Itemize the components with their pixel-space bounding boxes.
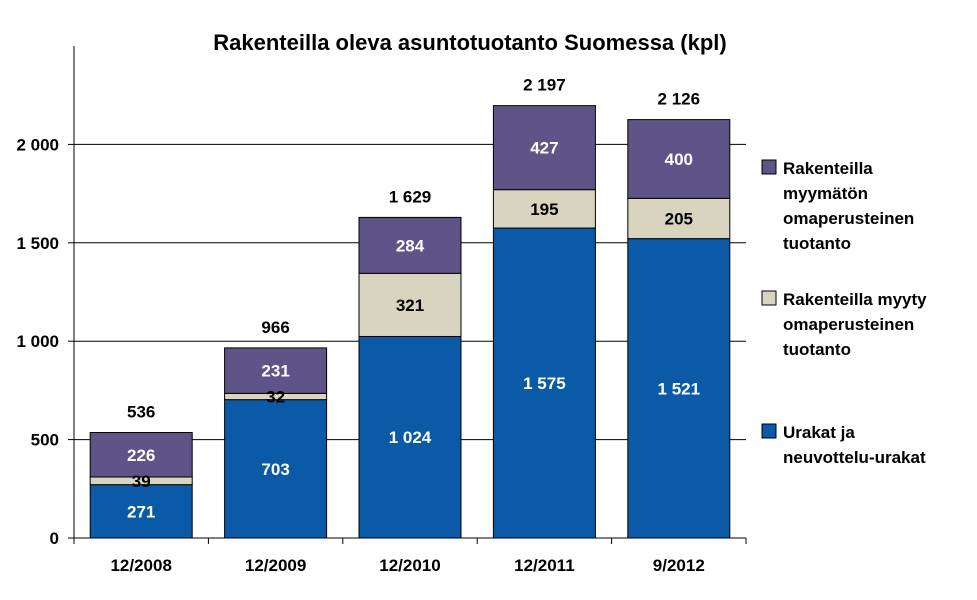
data-label: 271: [127, 502, 155, 521]
data-label: 32: [266, 388, 285, 407]
bar-segment: [224, 399, 328, 539]
bar-segment: [89, 432, 193, 478]
legend-swatch: [761, 290, 777, 306]
y-tick-label: 1 000: [16, 332, 59, 351]
total-label: 536: [127, 403, 155, 422]
bar-segment: [358, 335, 462, 539]
y-tick-label: 2 000: [16, 135, 59, 154]
x-tick-label: 12/2011: [514, 556, 575, 575]
data-label: 195: [530, 200, 558, 219]
legend-swatch: [761, 159, 777, 175]
bar-segment: [492, 105, 596, 191]
data-label: 226: [127, 446, 155, 465]
y-tick-label: 0: [50, 529, 59, 548]
y-tick-label: 1 500: [16, 234, 59, 253]
data-label: 427: [530, 139, 558, 158]
total-label: 966: [261, 318, 289, 337]
bar-segment: [358, 272, 462, 337]
total-label: 1 629: [389, 187, 432, 206]
legend-swatch: [761, 423, 777, 439]
bars: [89, 105, 731, 539]
bar-segment: [224, 347, 328, 394]
bar-segment: [89, 484, 193, 539]
data-label: 231: [261, 362, 289, 381]
legend: Rakenteilla myymätön omaperusteinen tuotant…: [761, 159, 927, 467]
legend-label: myymätön: [783, 184, 868, 203]
bar-segment: [492, 227, 596, 539]
data-label: 703: [261, 460, 289, 479]
data-label: 1 521: [658, 379, 701, 398]
legend-label: tuotanto: [783, 340, 851, 359]
data-label: 321: [396, 296, 424, 315]
bar-segment: [627, 119, 731, 199]
legend-label: omaperusteinen: [783, 209, 914, 228]
x-tick-label: 12/2008: [110, 556, 171, 575]
y-tick-label: 500: [31, 431, 59, 450]
x-tick-label: 9/2012: [653, 556, 705, 575]
total-label: 2 126: [658, 90, 701, 109]
legend-label: Rakenteilla: [783, 159, 873, 178]
data-labels: 271 39 226 536 703 32 231 966 1 024 321 284 1 629 1 …: [127, 76, 700, 522]
data-label: 284: [396, 236, 425, 255]
legend-label: Urakat ja: [783, 423, 855, 442]
legend-label: neuvottelu-urakat: [783, 448, 926, 467]
bar-segment: [627, 197, 731, 240]
data-label: 400: [665, 150, 693, 169]
data-label: 39: [132, 472, 151, 491]
bar-segment: [492, 189, 596, 229]
data-label: 1 024: [389, 428, 432, 447]
total-label: 2 197: [523, 76, 566, 95]
data-label: 1 575: [523, 374, 566, 393]
data-label: 205: [665, 209, 693, 228]
bar-segment: [358, 216, 462, 274]
bar-segment: [627, 238, 731, 539]
legend-label: Rakenteilla myyty: [783, 290, 927, 309]
legend-label: omaperusteinen: [783, 315, 914, 334]
x-tick-label: 12/2009: [245, 556, 306, 575]
x-tick-label: 12/2010: [379, 556, 440, 575]
chart-title: Rakenteilla oleva asuntotuotanto Suomess…: [213, 30, 726, 55]
legend-label: tuotanto: [783, 234, 851, 253]
